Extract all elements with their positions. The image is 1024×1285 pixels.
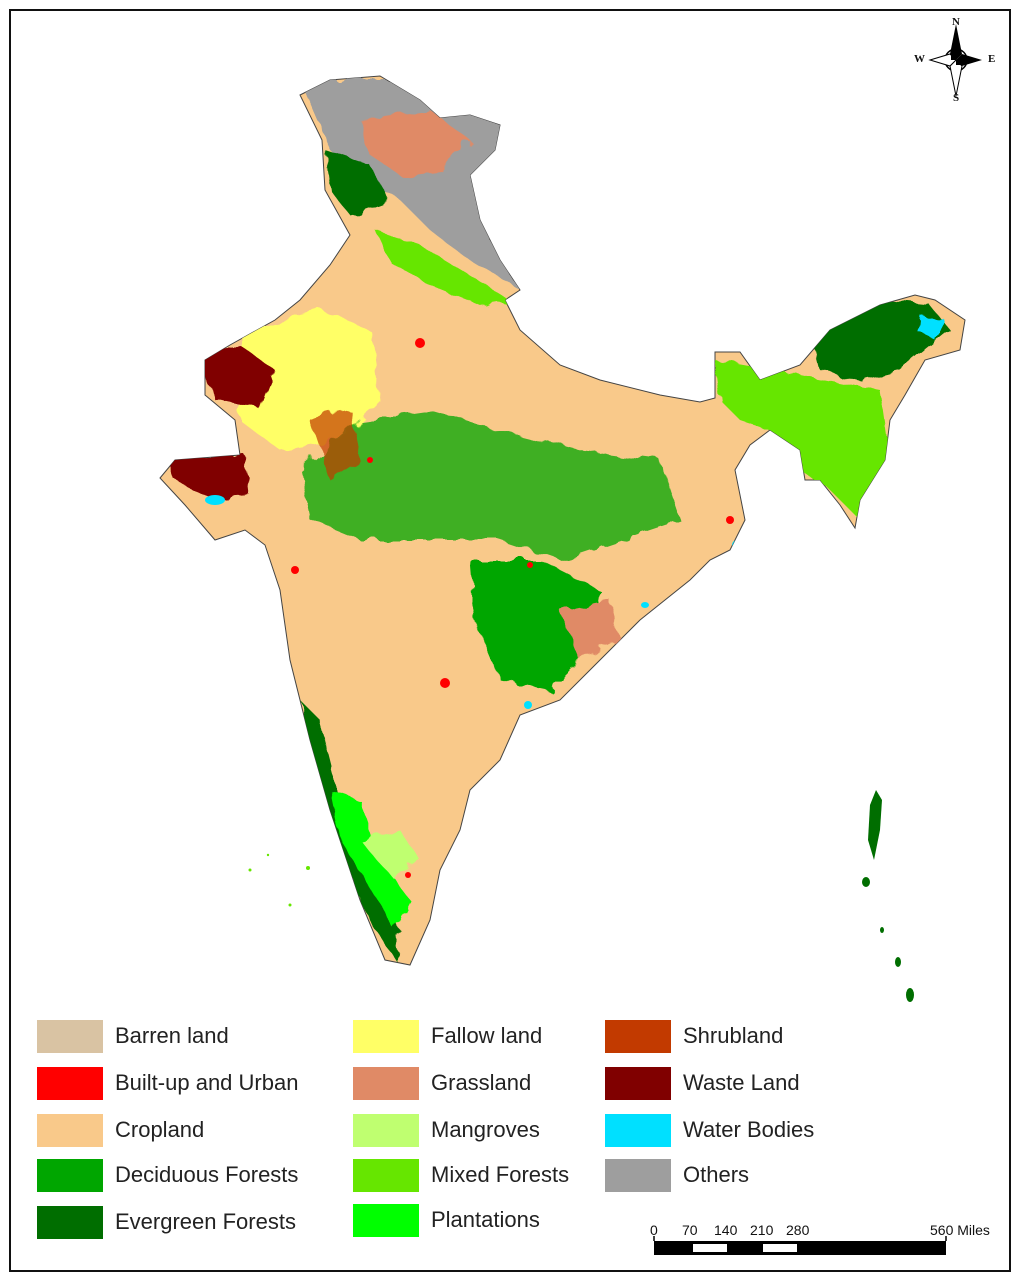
scale-tick-label: 210 (750, 1222, 774, 1238)
grassland-region-north (360, 110, 470, 175)
legend-label: Barren land (115, 1023, 229, 1048)
island (288, 903, 292, 907)
legend-entry-waste-land: Waste Land (605, 1066, 800, 1100)
mixed-forest-region-northeast (715, 360, 890, 520)
water-spot (641, 602, 649, 608)
cropland-swatch (37, 1113, 103, 1147)
others-region-north (300, 80, 520, 290)
water-bodies-region-northeast (918, 315, 945, 340)
compass-east-label: E (988, 53, 996, 65)
deciduous-forest-region-central (300, 410, 680, 560)
legend-entry-deciduous: Deciduous Forests (37, 1158, 298, 1192)
island (895, 957, 901, 967)
waste-land-swatch (605, 1066, 671, 1100)
andaman-nicobar-islands (862, 790, 914, 1002)
india-mainland (159, 75, 966, 966)
scale-tick-label: 280 (786, 1222, 810, 1238)
water-spot (205, 495, 225, 505)
evergreen-forest-region-north (325, 150, 390, 215)
deciduous-forest-region-east (470, 560, 600, 690)
legend-entry-built-up: Built-up and Urban (37, 1066, 298, 1100)
barren-land-swatch (37, 1019, 103, 1053)
legend-entry-mangroves: Mangroves (353, 1113, 540, 1147)
legend-label: Water Bodies (683, 1117, 815, 1142)
water-bodies-swatch (605, 1113, 671, 1147)
compass-north-label: N (952, 16, 960, 28)
urban-spot (405, 872, 411, 878)
scale-tick-label: 70 (682, 1222, 698, 1238)
others-swatch (605, 1158, 671, 1192)
evergreen-forest-swatch (37, 1205, 103, 1239)
shrubland-region-central (310, 410, 360, 480)
scale-tick-label: 560 Miles (930, 1222, 990, 1238)
mangroves-swatch (353, 1113, 419, 1147)
grassland-region-deccan (560, 600, 620, 660)
legend-label: Evergreen Forests (115, 1209, 296, 1234)
urban-spot (291, 566, 299, 574)
island (880, 927, 884, 933)
legend-entry-fallow-land: Fallow land (353, 1019, 542, 1053)
legend-entry-plantations: Plantations (353, 1203, 540, 1237)
mixed-forest-region-himalaya (375, 230, 510, 305)
lakshadweep-islands (248, 853, 310, 907)
deciduous-forest-swatch (37, 1158, 103, 1192)
island (862, 877, 870, 887)
urban-spot (415, 338, 425, 348)
legend-label: Fallow land (431, 1023, 543, 1048)
legend-entry-shrubland: Shrubland (605, 1019, 783, 1053)
shrubland-swatch (605, 1019, 671, 1053)
scale-tick-label: 140 (714, 1222, 738, 1238)
water-spot (732, 539, 748, 551)
legend-entry-mixed-forests: Mixed Forests (353, 1158, 569, 1192)
legend-label: Mangroves (431, 1117, 540, 1142)
legend-entry-barren-land: Barren land (37, 1019, 229, 1053)
urban-spot (367, 457, 373, 463)
legend-label: Cropland (115, 1117, 205, 1142)
compass-west-label: W (914, 53, 925, 65)
urban-spot (440, 678, 450, 688)
legend-label: Plantations (431, 1207, 540, 1232)
legend-label: Deciduous Forests (115, 1162, 299, 1187)
legend-entry-water-bodies: Water Bodies (605, 1113, 814, 1147)
urban-spot (726, 516, 734, 524)
evergreen-forest-region-northeast (810, 300, 950, 380)
waste-land-region-rann (170, 455, 250, 498)
fallow-land-swatch (353, 1019, 419, 1053)
compass-south-label: S (953, 92, 960, 104)
island (248, 868, 252, 872)
island (906, 988, 914, 1002)
water-spot (524, 701, 532, 709)
legend-label: Others (683, 1162, 750, 1187)
plantations-region-south (330, 790, 410, 930)
scale-bar (653, 1236, 947, 1255)
scale-tick-label: 0 (650, 1222, 658, 1238)
built-up-swatch (37, 1066, 103, 1100)
urban-spot (527, 562, 533, 568)
mixed-forest-swatch (353, 1158, 419, 1192)
compass-rose-icon (928, 24, 982, 97)
legend-label: Shrubland (683, 1023, 784, 1048)
mangroves-region-south (360, 830, 420, 875)
plantations-swatch (353, 1203, 419, 1237)
waste-land-region-kutch (195, 345, 275, 410)
built-up-urban-spots (291, 338, 734, 878)
legend-entry-cropland: Cropland (37, 1113, 204, 1147)
island (266, 853, 270, 857)
legend-entry-evergreen: Evergreen Forests (37, 1205, 296, 1239)
map-frame (9, 9, 1011, 1272)
island (306, 866, 310, 870)
legend-label: Mixed Forests (431, 1162, 570, 1187)
legend-entry-others: Others (605, 1158, 749, 1192)
island (868, 790, 882, 860)
legend-entry-grassland: Grassland (353, 1066, 531, 1100)
legend-label: Grassland (431, 1070, 532, 1095)
grassland-swatch (353, 1066, 419, 1100)
legend-label: Built-up and Urban (115, 1070, 299, 1095)
legend-label: Waste Land (683, 1070, 800, 1095)
